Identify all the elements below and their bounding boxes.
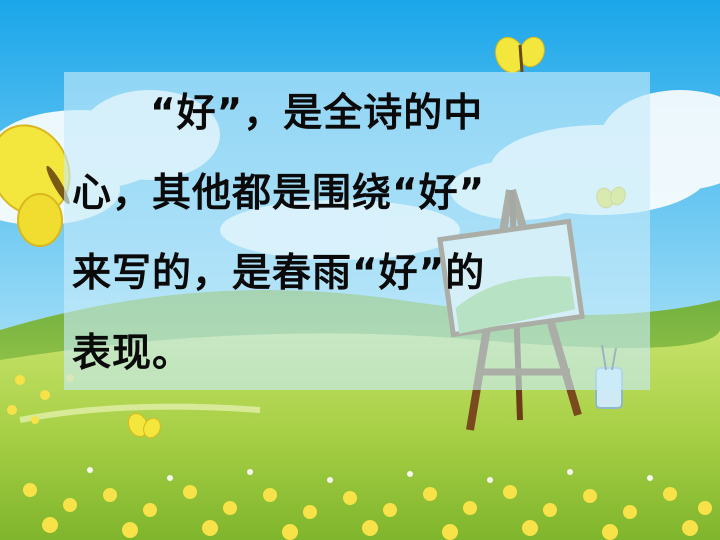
butterfly-large-icon [0, 124, 71, 247]
slide-text: “好”，是全诗的中 心，其他都是围绕“好” 来写的，是春雨“好”的 表现。 [72, 74, 632, 394]
text-line-4: 表现。 [72, 331, 193, 376]
butterfly-top-icon [494, 36, 545, 74]
butterfly-small-icon [127, 412, 161, 439]
text-panel [64, 72, 650, 390]
text-line-2: 心，其他都是围绕“好” [72, 171, 486, 216]
text-line-1: “好”，是全诗的中 [150, 91, 484, 136]
text-line-3: 来写的，是春雨“好”的 [72, 251, 486, 296]
